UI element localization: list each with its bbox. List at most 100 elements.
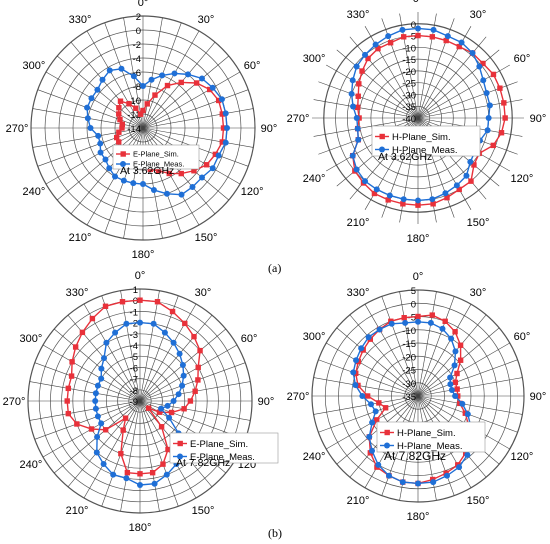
series-point-square (65, 385, 72, 392)
polar-chart-1: 0° 30° 60° 90° 120° 150° 180° 210° 240° 270° 300° 3… (6, 0, 278, 261)
angle-label: 240° (19, 459, 42, 471)
grid-spoke (120, 290, 141, 402)
legend-label: E-Plane_Sim. (190, 439, 248, 450)
angle-label: 0° (413, 0, 424, 5)
radial-tick-label: -40 (402, 114, 416, 125)
series-point-square (117, 116, 123, 123)
series-point-circle (430, 26, 437, 33)
series-point-square (64, 398, 70, 404)
series-point-circle (400, 196, 407, 203)
radial-tick-label: 0 (136, 26, 141, 37)
angle-label: 30° (195, 287, 212, 299)
grid-spoke (142, 127, 254, 148)
legend-label: H-Plane_Meas. (392, 145, 457, 156)
grid-spoke (70, 42, 144, 129)
angle-label: 90° (530, 391, 547, 403)
radial-tick-label: -20 (402, 67, 416, 78)
series-point-square (468, 178, 474, 184)
series-point-square (385, 197, 391, 203)
grid-spoke (318, 395, 419, 433)
grid-spoke (57, 127, 144, 201)
series-point-circle (362, 51, 369, 58)
legend-marker-square (384, 429, 390, 436)
grid-spoke (142, 127, 200, 226)
series-point-circle (179, 382, 186, 389)
series-point-square (182, 320, 188, 327)
grid-spoke (34, 400, 141, 440)
grid-spoke (417, 359, 518, 397)
series-point-circle (464, 451, 471, 458)
legend-marker-circle (120, 161, 126, 167)
series-point-square (165, 446, 171, 453)
series-point-circle (354, 125, 361, 132)
angle-label: 270° (287, 391, 310, 403)
grid-spoke (45, 127, 144, 185)
series-point-circle (171, 70, 178, 77)
series-point-circle (467, 158, 474, 165)
series-point-circle (148, 76, 155, 83)
series-point-square (191, 333, 197, 340)
series-point-square (497, 85, 503, 91)
series-point-square (443, 37, 449, 44)
grid-spoke (123, 17, 144, 129)
angle-label: 330° (347, 9, 370, 21)
angle-label: 60° (514, 331, 531, 343)
series-point-circle (365, 334, 372, 341)
angle-label: 0° (413, 271, 424, 283)
series-point-circle (97, 149, 104, 156)
angle-label: 210° (347, 217, 370, 229)
series-point-square (89, 315, 96, 322)
grid-spoke (417, 377, 523, 397)
series-point-circle (163, 471, 170, 478)
series-point-square (382, 405, 389, 411)
angle-label: 30° (470, 287, 487, 299)
series-point-circle (215, 152, 222, 159)
series-point-circle (480, 77, 487, 84)
series-point-square (155, 168, 162, 174)
polar-chart-3: 0°30°60°90°120°150°180°210°240°270°300°3… (3, 270, 279, 534)
series-point-square (219, 111, 225, 117)
series-point-circle (209, 165, 216, 172)
series-point-circle (362, 178, 369, 185)
series-point-square (164, 82, 171, 89)
grid-spoke (139, 400, 160, 512)
series-point-circle (222, 139, 229, 146)
legend-label: H-Plane_Sim. (397, 428, 456, 439)
radial-tick-label: -7 (130, 375, 138, 386)
series-point-circle (130, 180, 137, 187)
radial-tick-label: -20 (402, 352, 416, 363)
radial-tick-label: -4 (133, 54, 141, 65)
grid-spoke (326, 64, 419, 119)
series-point-square (355, 93, 361, 99)
series-point-square (457, 342, 464, 348)
series-point-square (456, 186, 462, 193)
angle-label: 210° (66, 505, 89, 517)
radial-tick-label: -10 (402, 326, 416, 337)
series-point-square (195, 377, 201, 383)
series-point-circle (163, 190, 170, 197)
series-point-circle (385, 33, 392, 40)
series-point-circle (170, 339, 177, 346)
angle-label: 300° (303, 53, 326, 65)
grid-spoke (142, 30, 200, 129)
series-point-circle (368, 401, 375, 408)
series-point-circle (218, 96, 225, 103)
series-point-circle (415, 480, 421, 487)
caption-b: (b) (268, 526, 282, 540)
radial-tick-label: -6 (133, 68, 141, 79)
grid-spoke (54, 328, 141, 402)
legend-box (371, 125, 481, 157)
grid-spoke (101, 295, 141, 402)
series-point-circle (388, 320, 395, 327)
grid-spoke (318, 81, 419, 119)
radial-tick-label: -2 (130, 319, 138, 330)
series-point-square (116, 139, 122, 145)
series-point-circle (386, 192, 393, 199)
grid-spoke (417, 36, 487, 119)
series-point-square (415, 32, 421, 39)
series-point-circle (170, 398, 177, 404)
series-point-circle (84, 104, 91, 111)
series-point-square (79, 329, 86, 336)
series-point-circle (151, 480, 158, 487)
series-point-circle (415, 318, 421, 325)
